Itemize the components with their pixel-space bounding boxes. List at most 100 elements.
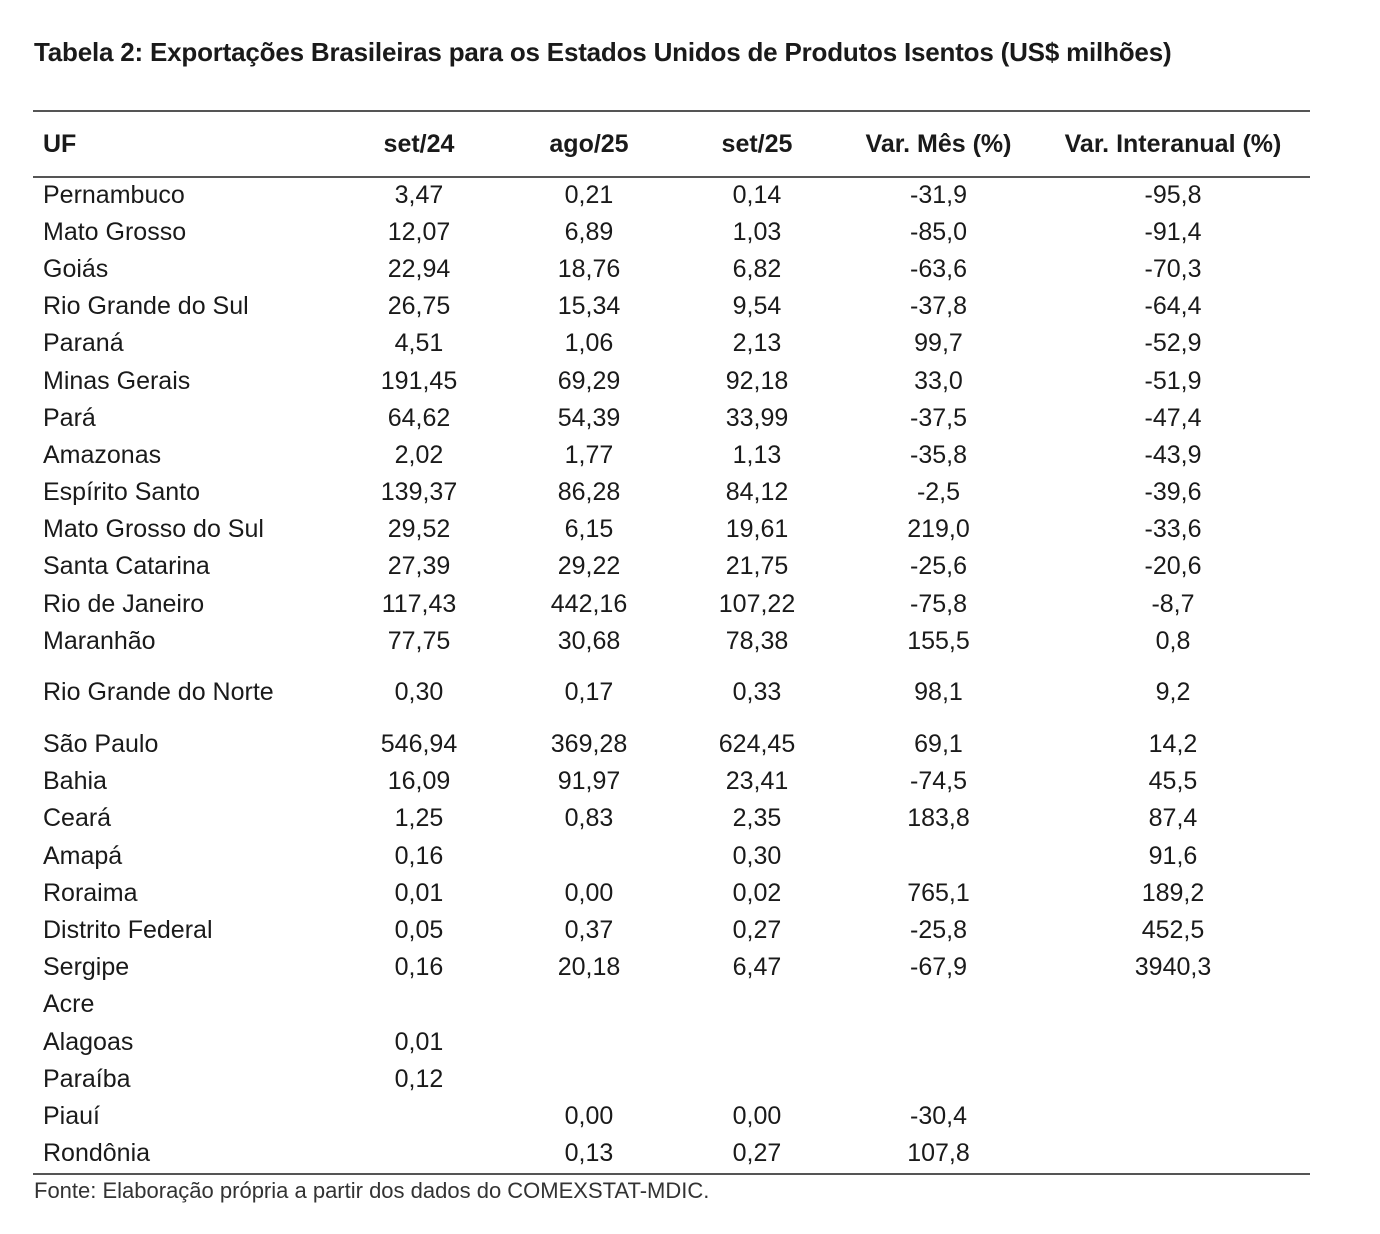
table-row: Roraima 0,01 0,00 0,02 765,1 189,2 [33,874,1310,911]
cell-var-interanual [1036,1060,1310,1097]
cell-var-interanual: -39,6 [1144,478,1202,507]
cell-var-interanual [1036,986,1310,1023]
cell-ago25 [505,986,673,1023]
cell-var-mes: -75,8 [910,589,967,618]
cell-set25: 9,54 [732,292,782,321]
cell-ago25: 1,77 [564,440,614,469]
table-row: Espírito Santo 139,37 86,28 84,12 -2,5 -39,6 [33,474,1310,511]
cell-uf: Paraná [43,329,124,358]
table-body: Pernambuco 3,47 0,21 0,14 -31,9 -95,8 Mato Gro… [33,176,1310,1172]
cell-set24: 1,25 [394,804,444,833]
cell-set24: 77,75 [387,626,451,655]
table-row: Maranhão 77,75 30,68 78,38 155,5 0,8 [33,622,1310,659]
cell-set25: 19,61 [725,515,789,544]
cell-var-mes: -74,5 [910,767,967,796]
cell-var-interanual [1036,1097,1310,1134]
table-row: Paraíba 0,12 [33,1060,1310,1097]
table-row: Alagoas 0,01 [33,1023,1310,1060]
cell-var-mes: 69,1 [914,730,963,759]
cell-var-mes: -85,0 [910,217,967,246]
cell-uf: Roraima [43,878,138,907]
table-top-rule [33,110,1310,112]
cell-uf: Goiás [43,254,109,283]
column-header-set24: set/24 [383,130,455,158]
cell-set25: 2,13 [732,329,782,358]
cell-uf: Rondônia [43,1139,151,1168]
exports-table: UF set/24 ago/25 set/25 Var. Mês (%) Var… [33,112,1310,1172]
cell-var-mes: 107,8 [907,1139,970,1168]
cell-set24 [333,986,505,1023]
cell-ago25: 1,06 [564,329,614,358]
table-row: Sergipe 0,16 20,18 6,47 -67,9 3940,3 [33,949,1310,986]
cell-var-mes [841,1060,1036,1097]
cell-uf: São Paulo [43,730,159,759]
cell-var-interanual: -51,9 [1144,366,1202,395]
cell-ago25: 86,28 [557,478,621,507]
cell-var-mes: 99,7 [914,329,963,358]
cell-set25: 0,33 [732,678,782,707]
cell-uf: Acre [43,990,95,1019]
table-row: Ceará 1,25 0,83 2,35 183,8 87,4 [33,800,1310,837]
cell-set24: 117,43 [381,589,457,618]
cell-set24: 0,01 [394,878,444,907]
cell-var-interanual: 14,2 [1148,730,1198,759]
cell-var-interanual: -91,4 [1144,217,1202,246]
cell-var-mes: -31,9 [910,180,967,209]
cell-ago25 [505,1060,673,1097]
cell-ago25: 29,22 [557,552,621,581]
cell-set25: 624,45 [718,730,796,759]
cell-uf: Amapá [43,841,123,870]
cell-uf: Distrito Federal [43,915,213,944]
cell-var-interanual: -8,7 [1151,589,1195,618]
table-row: Rio Grande do Sul 26,75 15,34 9,54 -37,8 -64,… [33,288,1310,325]
cell-ago25: 30,68 [557,626,621,655]
cell-ago25 [505,837,673,874]
cell-set24: 546,94 [380,730,458,759]
cell-set24: 27,39 [387,552,451,581]
cell-uf: Rio de Janeiro [43,589,205,618]
cell-var-mes [841,986,1036,1023]
cell-var-mes: -37,5 [910,403,967,432]
cell-set24: 0,16 [394,841,444,870]
table-row: Rondônia 0,13 0,27 107,8 [33,1135,1310,1172]
cell-var-interanual: -95,8 [1144,180,1202,209]
cell-ago25: 91,97 [557,767,621,796]
cell-var-mes: 219,0 [907,515,970,544]
cell-set24: 22,94 [387,254,451,283]
cell-set24: 2,02 [394,440,444,469]
cell-uf: Mato Grosso [43,217,187,246]
cell-uf: Espírito Santo [43,478,201,507]
table-row: Minas Gerais 191,45 69,29 92,18 33,0 -51,9 [33,362,1310,399]
cell-var-interanual [1036,1135,1310,1172]
table-row: Pará 64,62 54,39 33,99 -37,5 -47,4 [33,399,1310,436]
cell-var-interanual: 189,2 [1141,878,1205,907]
cell-set25: 92,18 [725,366,789,395]
cell-var-mes: 765,1 [907,878,970,907]
cell-set25: 6,47 [732,953,782,982]
source-note: Fonte: Elaboração própria a partir dos d… [34,1178,710,1203]
cell-uf: Piauí [43,1101,100,1130]
cell-set25: 78,38 [725,626,789,655]
cell-var-interanual: -43,9 [1144,440,1202,469]
cell-uf: Sergipe [43,953,130,982]
cell-ago25: 6,15 [564,515,614,544]
cell-var-interanual: 452,5 [1141,915,1205,944]
cell-set25: 0,30 [732,841,782,870]
table-row: Bahia 16,09 91,97 23,41 -74,5 45,5 [33,763,1310,800]
cell-ago25: 15,34 [557,292,621,321]
cell-uf: Maranhão [43,626,156,655]
table-row: Santa Catarina 27,39 29,22 21,75 -25,6 -20,6 [33,548,1310,585]
cell-uf: Rio Grande do Norte [43,678,274,707]
cell-set25 [673,1060,841,1097]
column-header-uf: UF [43,130,77,158]
cell-var-interanual: -70,3 [1144,254,1202,283]
cell-ago25: 18,76 [557,254,621,283]
table-row: Goiás 22,94 18,76 6,82 -63,6 -70,3 [33,250,1310,287]
cell-set24 [333,1135,505,1172]
cell-set25: 0,02 [732,878,782,907]
cell-set24: 29,52 [387,515,451,544]
cell-var-mes [841,837,1036,874]
table-title: Tabela 2: Exportações Brasileiras para o… [34,37,1172,67]
cell-var-interanual: -64,4 [1144,292,1202,321]
cell-set25: 1,03 [732,217,782,246]
